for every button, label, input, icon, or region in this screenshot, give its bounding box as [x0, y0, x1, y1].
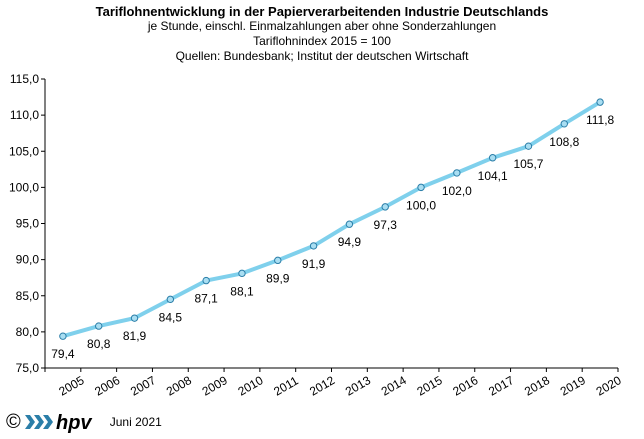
data-point [345, 220, 354, 228]
data-point [202, 276, 210, 285]
y-tick-label: 95,0 [16, 217, 40, 231]
data-label: 102,0 [442, 184, 472, 198]
data-point [59, 332, 67, 340]
x-tick-label: 2016 [450, 373, 480, 399]
line-chart: 75,0 80,0 85,0 90,0 95,0 100,0 105,0 110,0 115,0… [9, 72, 624, 399]
data-point [417, 183, 425, 192]
data-point [130, 314, 139, 322]
x-tick-label: 2005 [56, 373, 86, 399]
sources-note: Quellen: Bundesbank; Institut der deutsc… [175, 49, 469, 63]
y-tick-label: 80,0 [16, 325, 40, 339]
x-tick-label: 2019 [558, 373, 588, 399]
series-tariflohnindex: 79,4 80,8 81,9 84,5 87,1 88,1 89,9 91,9 94,9 97,3… [51, 98, 615, 361]
y-tick-label: 90,0 [16, 253, 40, 267]
y-tick-label: 105,0 [9, 144, 39, 158]
data-label: 88,1 [230, 284, 254, 298]
footer: © hpv Juni 2021 [6, 410, 162, 434]
data-label: 105,7 [513, 157, 543, 171]
x-tick-label: 2014 [379, 373, 409, 399]
x-tick-label: 2012 [307, 373, 337, 399]
data-label: 97,3 [374, 218, 398, 232]
x-tick-label: 2011 [271, 373, 301, 398]
x-tick-label: 2006 [92, 373, 122, 399]
data-label: 84,5 [159, 310, 183, 324]
data-point [238, 269, 246, 278]
x-tick-label: 2008 [164, 373, 194, 399]
data-label: 81,9 [123, 329, 147, 343]
series-line [60, 100, 603, 339]
data-label: 89,9 [266, 271, 290, 285]
data-point [309, 242, 318, 250]
x-tick-label: 2020 [594, 373, 624, 399]
data-point [381, 203, 389, 211]
data-point [596, 98, 604, 106]
y-tick-label: 110,0 [10, 108, 39, 122]
hpv-logo-icon [24, 415, 53, 429]
data-label: 108,8 [549, 135, 579, 149]
hpv-logo-text: hpv [56, 412, 93, 433]
chart-subtitle: je Stunde, einschl. Einmalzahlungen aber… [147, 19, 497, 33]
chart-titles: Tariflohnentwicklung in der Papierverarb… [0, 4, 644, 64]
data-label: 94,9 [338, 235, 362, 249]
data-label: 91,9 [302, 257, 326, 271]
data-label: 87,1 [194, 292, 218, 306]
data-point [560, 120, 568, 128]
x-tick-label: 2007 [128, 373, 158, 399]
chart-title: Tariflohnentwicklung in der Papierverarb… [95, 4, 549, 19]
data-point [453, 169, 461, 177]
y-tick-label: 85,0 [16, 289, 40, 303]
x-tick-label: 2015 [415, 373, 445, 399]
data-label: 79,4 [51, 347, 75, 361]
hpv-logo: hpv [24, 412, 93, 433]
data-point [524, 142, 533, 150]
y-tick-label: 75,0 [16, 361, 40, 375]
data-point [488, 154, 497, 162]
data-label: 111,8 [586, 113, 615, 127]
data-point [95, 322, 103, 330]
y-tick-label: 115,0 [10, 72, 39, 86]
x-tick-label: 2013 [343, 373, 373, 399]
copyright-symbol: © [6, 411, 21, 433]
x-tick-label: 2010 [235, 373, 265, 399]
data-label: 104,1 [478, 169, 508, 183]
index-base-note: Tariflohnindex 2015 = 100 [253, 34, 391, 48]
x-tick-label: 2018 [522, 373, 552, 399]
y-tick-label: 100,0 [9, 180, 39, 194]
x-tick-label: 2009 [200, 373, 230, 399]
data-point [274, 256, 282, 265]
publication-date: Juni 2021 [109, 415, 162, 429]
data-label: 100,0 [406, 198, 436, 212]
x-tick-label: 2017 [486, 373, 516, 399]
data-label: 80,8 [87, 337, 111, 351]
data-point [166, 295, 175, 304]
